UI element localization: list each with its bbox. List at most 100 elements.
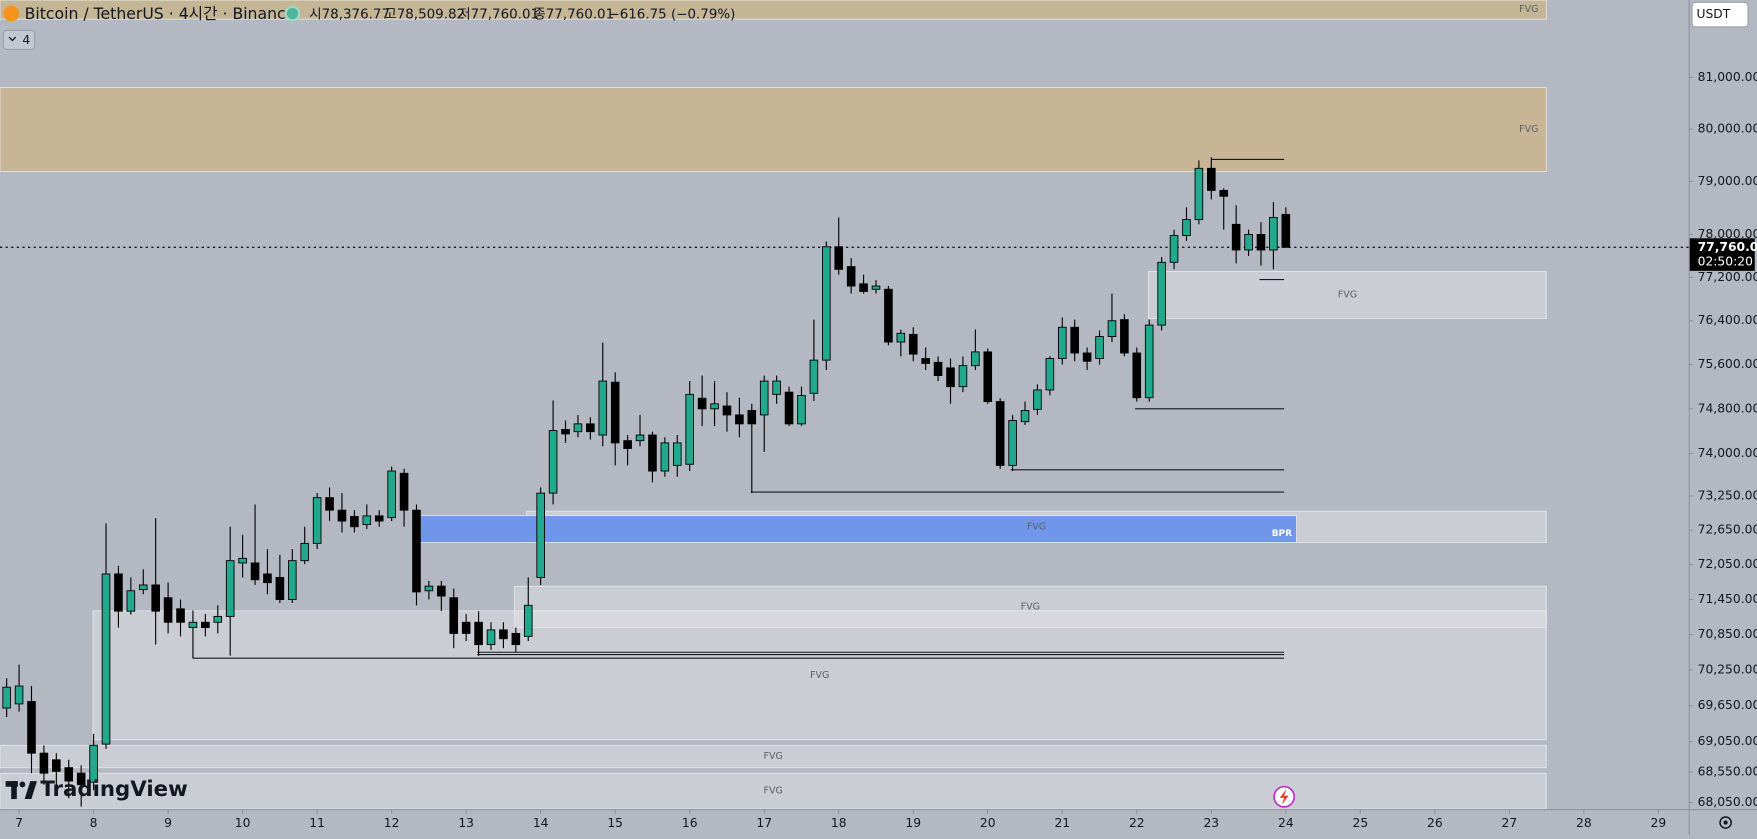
candle-body	[610, 381, 620, 444]
candle-body	[486, 629, 496, 646]
candle-body	[424, 585, 434, 592]
candle-body	[1219, 189, 1229, 197]
candle-body	[1207, 167, 1216, 191]
candle-body	[623, 440, 632, 449]
x-tick-label: 18	[831, 816, 847, 830]
candle-body	[871, 285, 881, 290]
candle-body	[362, 515, 372, 525]
candle-body	[822, 246, 831, 361]
x-tick-label: 14	[533, 816, 549, 830]
candle-body	[1269, 216, 1278, 251]
x-tick-label: 23	[1203, 816, 1219, 830]
logo-stem	[11, 781, 17, 800]
candle-body	[809, 359, 819, 394]
x-tick-label: 11	[309, 816, 325, 830]
candle-body	[275, 576, 285, 600]
candle-body	[300, 542, 310, 562]
candle-body	[598, 380, 608, 436]
candle-body	[350, 516, 359, 528]
x-tick-label: 17	[756, 816, 772, 830]
y-tick-label: 69,050.00	[1698, 734, 1757, 748]
y-tick-label: 75,600.00	[1698, 357, 1757, 371]
candle-body	[1157, 261, 1166, 326]
candle-body	[201, 621, 210, 628]
fvg-zone	[0, 87, 1547, 173]
x-tick-label: 16	[682, 816, 698, 830]
candle-body	[511, 632, 521, 646]
y-tick-label: 76,400.00	[1698, 313, 1757, 327]
x-tick-label: 29	[1651, 816, 1667, 830]
fvg-zone	[513, 585, 1547, 629]
settings-dot	[1723, 820, 1728, 825]
x-tick-label: 24	[1278, 816, 1294, 830]
candle-body	[1281, 213, 1291, 248]
y-tick-label: 72,050.00	[1698, 557, 1757, 571]
candle-body	[461, 621, 471, 634]
candle-body	[1182, 219, 1191, 236]
candle-body	[412, 509, 421, 593]
candle-body	[834, 246, 844, 270]
candle-body	[387, 470, 396, 519]
currency-label: USDT	[1696, 7, 1730, 21]
candle-body	[1082, 352, 1092, 362]
candle-body	[325, 497, 334, 511]
zone-label: FVG	[810, 670, 829, 681]
y-tick-label: 79,000.00	[1698, 174, 1757, 188]
y-tick-label: 71,450.00	[1698, 592, 1757, 606]
ohlc-close: 종77,760.01	[533, 8, 614, 23]
y-tick-label: 70,250.00	[1698, 662, 1757, 676]
logo-dot	[19, 781, 26, 788]
candle-body	[449, 597, 459, 634]
x-tick-label: 13	[458, 816, 474, 830]
candle-body	[784, 391, 794, 425]
candle-body	[772, 380, 781, 395]
candle-body	[561, 429, 570, 435]
y-tick-label: 81,000.00	[1698, 70, 1757, 84]
settings-button[interactable]	[1719, 816, 1732, 829]
candle-body	[1070, 326, 1079, 354]
candle-body	[89, 744, 98, 783]
currency-button[interactable]	[1691, 1, 1749, 28]
y-tick-label: 74,800.00	[1698, 401, 1757, 415]
zone-label: FVG	[1519, 4, 1538, 15]
candle-body	[648, 434, 657, 472]
ohlc-change: −616.75 (−0.79%)	[608, 8, 735, 23]
candle-body	[287, 560, 297, 600]
candle-body	[710, 403, 719, 410]
zone-label: FVG	[1021, 601, 1040, 612]
last-price-label: 77,760.01	[1698, 240, 1757, 254]
y-tick-label: 77,200.00	[1698, 270, 1757, 284]
candle-body	[52, 759, 61, 772]
zones	[0, 0, 1547, 810]
candle-body	[437, 585, 446, 597]
y-tick-label: 74,000.00	[1698, 446, 1757, 460]
countdown-label: 02:50:20	[1698, 254, 1753, 268]
candle-body	[685, 393, 695, 465]
zone-label: FVG	[763, 751, 782, 762]
x-tick-label: 27	[1502, 816, 1518, 830]
fvg-zone	[92, 610, 1547, 741]
zone-label: FVG	[1027, 521, 1046, 532]
candle-body	[759, 380, 769, 416]
candle-body	[1132, 352, 1142, 399]
x-tick-label: 10	[235, 816, 251, 830]
candle-body	[946, 367, 955, 388]
x-tick-label: 19	[905, 816, 921, 830]
candle-body	[337, 509, 347, 522]
candle-body	[1231, 223, 1241, 251]
candle-body	[399, 472, 409, 511]
candle-body	[1144, 324, 1154, 399]
zone-label: BPR	[1272, 529, 1292, 539]
candle-body	[76, 772, 86, 786]
levels	[0, 158, 1689, 659]
candle-body	[573, 423, 583, 433]
last-price-box	[1689, 238, 1755, 271]
y-tick-label: 72,650.00	[1698, 523, 1757, 537]
candle-body	[921, 358, 930, 364]
candle-body	[374, 515, 384, 522]
fvg-zone	[0, 744, 1547, 769]
indicator-toggle[interactable]	[2, 29, 36, 50]
candle-body	[312, 497, 322, 544]
